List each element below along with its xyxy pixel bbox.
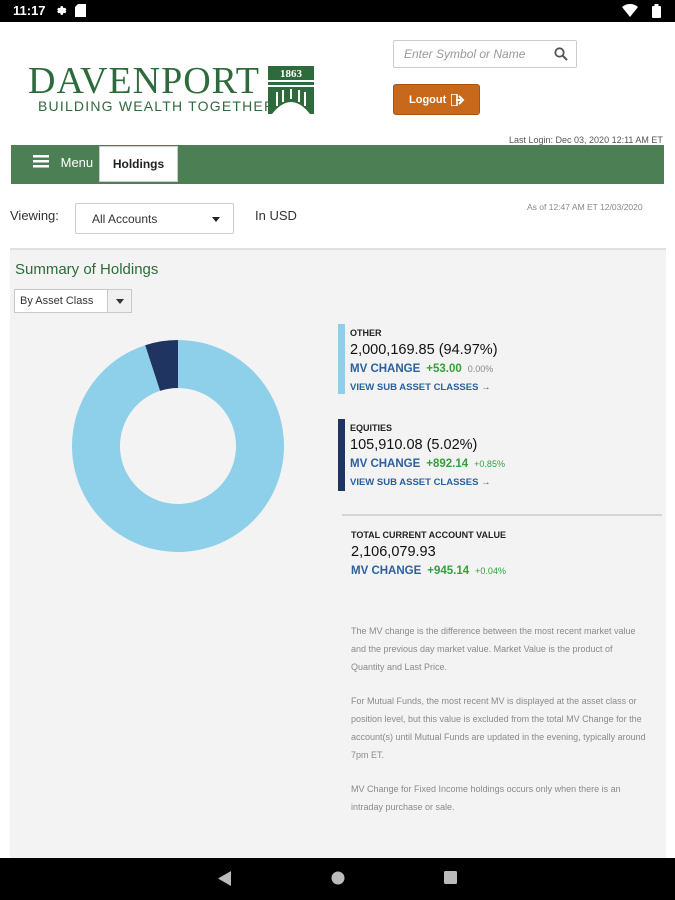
header: DAVENPORT BUILDING WEALTH TOGETHER 1863 … xyxy=(0,22,675,146)
group-by-value: By Asset Class xyxy=(20,295,94,307)
note-paragraph: MV Change for Fixed Income holdings occu… xyxy=(351,784,621,812)
chevron-down-icon xyxy=(212,217,220,222)
divider xyxy=(342,514,662,516)
account-select-value: All Accounts xyxy=(92,212,158,226)
mv-change-label: MV CHANGE xyxy=(350,458,421,470)
viewing-row: Viewing: All Accounts In USD As of 12:47… xyxy=(0,200,675,240)
logout-button[interactable]: Logout xyxy=(393,84,480,115)
hamburger-icon xyxy=(33,154,49,171)
tab-holdings[interactable]: Holdings xyxy=(99,146,178,182)
legend-other: OTHER 2,000,169.85 (94.97%) MV CHANGE +53… xyxy=(338,324,658,394)
currency-label: In USD xyxy=(255,208,297,223)
note-paragraph: For Mutual Funds, the most recent MV is … xyxy=(351,696,646,760)
last-login: Last Login: Dec 03, 2020 12:11 AM ET xyxy=(509,135,663,145)
total-account-value: TOTAL CURRENT ACCOUNT VALUE 2,106,079.93… xyxy=(351,530,661,577)
as-of-timestamp: As of 12:47 AM ET 12/03/2020 xyxy=(527,202,643,212)
legend-equities: EQUITIES 105,910.08 (5.02%) MV CHANGE +89… xyxy=(338,419,658,491)
logout-label: Logout xyxy=(409,94,447,106)
settings-icon xyxy=(55,4,68,22)
logo-wordmark: DAVENPORT xyxy=(28,60,260,102)
note-paragraph: The MV change is the difference between … xyxy=(351,626,636,672)
summary-title: Summary of Holdings xyxy=(15,261,159,278)
group-by-dropdown-button[interactable] xyxy=(107,290,131,312)
view-sub-asset-classes-link[interactable]: VIEW SUB ASSET CLASSES → xyxy=(350,477,491,488)
logo-year: 1863 xyxy=(280,68,303,80)
mv-change-percent: +0.04% xyxy=(475,566,506,576)
sd-card-icon xyxy=(75,4,86,22)
home-icon[interactable] xyxy=(331,871,345,890)
donut-chart xyxy=(72,340,284,552)
holding-mv-change: MV CHANGE +53.00 0.00% xyxy=(350,363,493,375)
mv-change-notes: The MV change is the difference between … xyxy=(351,622,647,832)
symbol-search[interactable] xyxy=(393,40,577,68)
total-value: 2,106,079.93 xyxy=(351,544,436,560)
status-time: 11:17 xyxy=(13,3,46,18)
search-input[interactable] xyxy=(394,41,544,67)
nav-bar: Menu Holdings xyxy=(11,145,664,184)
status-bar: 11:17 xyxy=(0,0,675,22)
donut-slice-equities[interactable] xyxy=(145,340,178,391)
holding-value: 105,910.08 (5.02%) xyxy=(350,437,478,453)
group-by-select[interactable]: By Asset Class xyxy=(14,289,132,313)
logout-icon xyxy=(450,93,465,109)
donut-slice-other[interactable] xyxy=(72,340,284,552)
holding-mv-change: MV CHANGE +892.14 +0.85% xyxy=(350,458,505,470)
view-sub-asset-classes-link[interactable]: VIEW SUB ASSET CLASSES → xyxy=(350,382,491,393)
mv-change-label: MV CHANGE xyxy=(350,363,421,375)
back-icon[interactable] xyxy=(218,871,232,891)
account-select[interactable]: All Accounts xyxy=(75,203,234,234)
legend-color-bar-equities xyxy=(338,419,345,491)
mv-change-value: +945.14 xyxy=(427,565,470,577)
mv-change-percent: +0.85% xyxy=(474,459,505,469)
logo-tagline: BUILDING WEALTH TOGETHER xyxy=(38,98,276,114)
menu-label: Menu xyxy=(60,155,94,171)
logo-bridge-badge: 1863 xyxy=(268,66,314,114)
holding-name: OTHER xyxy=(350,328,382,338)
search-icon[interactable] xyxy=(554,47,568,66)
holding-name: EQUITIES xyxy=(350,423,393,433)
menu-button[interactable]: Menu xyxy=(33,154,93,171)
wifi-icon xyxy=(622,3,638,22)
chevron-down-icon xyxy=(116,299,124,304)
holding-value: 2,000,169.85 (94.97%) xyxy=(350,342,498,358)
mv-change-label: MV CHANGE xyxy=(351,565,422,577)
mv-change-value: +892.14 xyxy=(426,458,469,470)
summary-panel: Summary of Holdings By Asset Class OTHER… xyxy=(10,248,666,858)
battery-icon xyxy=(652,4,661,23)
total-mv-change: MV CHANGE +945.14 +0.04% xyxy=(351,565,661,577)
legend-color-bar-other xyxy=(338,324,345,394)
mv-change-percent: 0.00% xyxy=(467,364,494,374)
system-nav-bar xyxy=(0,858,675,900)
mv-change-value: +53.00 xyxy=(426,363,462,375)
total-label: TOTAL CURRENT ACCOUNT VALUE xyxy=(351,530,506,540)
recents-icon[interactable] xyxy=(444,871,457,889)
viewing-label: Viewing: xyxy=(10,208,59,223)
